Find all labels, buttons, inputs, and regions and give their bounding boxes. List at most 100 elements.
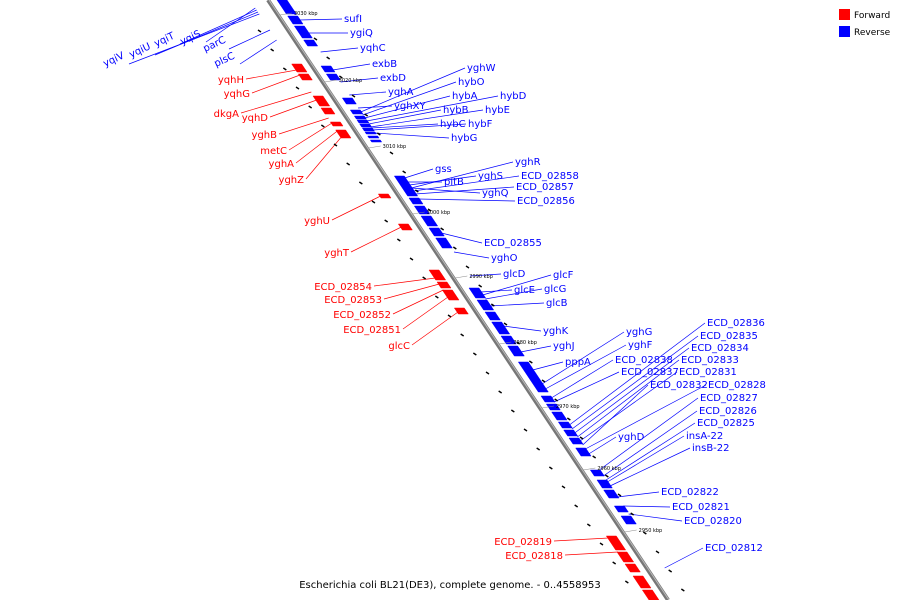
leader-line-yght [350, 226, 402, 253]
leader-line-yqhh [245, 69, 297, 80]
gene-label-yqis[interactable]: yqiS [179, 29, 203, 48]
gene-label-yghu[interactable]: yghU [304, 216, 330, 227]
gene-label-ecd-02812[interactable]: ECD_02812 [705, 543, 763, 554]
gene-label-ecd-02836[interactable]: ECD_02836 [707, 318, 765, 329]
gene-label-insb-22[interactable]: insB-22 [692, 443, 730, 454]
gene-label-dkga[interactable]: dkgA [214, 109, 239, 120]
gene-label-ecd-02825[interactable]: ECD_02825 [697, 418, 755, 429]
gene-label-yghk[interactable]: yghK [543, 326, 569, 337]
leader-line-ecd-02852 [392, 289, 444, 315]
gene-label-ecd-02821[interactable]: ECD_02821 [672, 502, 730, 513]
gene-label-hybd[interactable]: hybD [500, 91, 527, 102]
gene-label-sufi[interactable]: sufI [344, 14, 362, 25]
gene-label-ecd-02855[interactable]: ECD_02855 [484, 238, 542, 249]
gene-label-yqha[interactable]: yqhA [388, 87, 414, 98]
gene-feature-ecd-02855 [435, 237, 453, 249]
gene-label-hybc[interactable]: hybC [440, 119, 466, 130]
gene-feature-pppa [517, 361, 549, 393]
gene-label-ygha[interactable]: yghA [269, 159, 295, 170]
gene-feature-ecd-02832 [551, 411, 568, 421]
gene-feature-hybo [349, 109, 364, 115]
kbp-label: 3030 kbp [294, 11, 318, 17]
gene-label-gss[interactable]: gss [435, 164, 452, 175]
gene-label-ecd-02838[interactable]: ECD_02838 [615, 355, 673, 366]
gene-label-ecd-02854[interactable]: ECD_02854 [314, 282, 372, 293]
gene-label-ecd-02827[interactable]: ECD_02827 [700, 393, 758, 404]
spacer-mark [516, 341, 521, 345]
gene-label-yghd[interactable]: yghD [618, 432, 645, 443]
gene-label-ecd-02826[interactable]: ECD_02826 [699, 406, 757, 417]
gene-label-yghs[interactable]: yghS [478, 171, 503, 182]
gene-label-glcf[interactable]: glcF [553, 270, 574, 281]
gene-label-yqhg[interactable]: yqhG [224, 89, 250, 100]
gene-label-ecd-02858[interactable]: ECD_02858 [521, 171, 579, 182]
gene-label-glcb[interactable]: glcB [546, 298, 568, 309]
gene-label-pppa[interactable]: pppA [565, 357, 591, 368]
gene-label-ecd-02856[interactable]: ECD_02856 [517, 196, 575, 207]
gene-label-glce[interactable]: glcE [514, 285, 535, 296]
gene-label-parc[interactable]: parC [202, 35, 228, 55]
gene-label-ecd-02857[interactable]: ECD_02857 [516, 182, 574, 193]
spacer-mark [313, 37, 318, 41]
gene-label-ecd-02828[interactable]: ECD_02828 [708, 380, 766, 391]
gene-label-ygiq[interactable]: ygiQ [350, 28, 373, 39]
leader-line-yghq [411, 187, 481, 194]
leader-line-insa-22 [607, 435, 685, 483]
gene-label-pitb[interactable]: pitB [444, 177, 464, 188]
gene-feature-yghd [575, 447, 592, 457]
leader-line-ecd-02838 [551, 359, 614, 399]
spacer-mark [447, 314, 452, 318]
gene-label-hybb[interactable]: hybB [443, 105, 469, 116]
gene-label-yqhc[interactable]: yqhC [360, 43, 386, 54]
gene-label-yght[interactable]: yghT [324, 248, 350, 259]
gene-feature-ecd-02818 [616, 551, 635, 563]
gene-label-ecd-02820[interactable]: ECD_02820 [684, 516, 742, 527]
gene-label-ecd-02818[interactable]: ECD_02818 [505, 551, 563, 562]
gene-label-glcc[interactable]: glcC [388, 341, 410, 352]
gene-label-insa-22[interactable]: insA-22 [686, 431, 723, 442]
spacer-mark [409, 257, 414, 261]
gene-label-ecd-02832[interactable]: ECD_02832 [650, 380, 708, 391]
gene-label-yghr[interactable]: yghR [515, 157, 541, 168]
legend-reverse-label: Reverse [854, 28, 891, 38]
gene-label-ecd-02851[interactable]: ECD_02851 [343, 325, 401, 336]
gene-label-yqhd[interactable]: yqhD [242, 113, 269, 124]
gene-label-yghz[interactable]: yghZ [279, 175, 305, 186]
gene-label-ecd-02831[interactable]: ECD_02831 [679, 367, 737, 378]
gene-label-metc[interactable]: metC [260, 146, 287, 157]
gene-label-yghb[interactable]: yghB [252, 130, 278, 141]
spacer-mark [270, 48, 275, 52]
gene-label-yghf[interactable]: yghF [628, 340, 653, 351]
gene-label-hyba[interactable]: hybA [452, 91, 478, 102]
gene-label-yghq[interactable]: yghQ [482, 188, 509, 199]
gene-label-yqiu[interactable]: yqiU [128, 41, 153, 60]
gene-label-yqhh[interactable]: yqhH [218, 75, 244, 86]
gene-label-yghj[interactable]: yghJ [553, 341, 575, 352]
gene-label-ecd-02819[interactable]: ECD_02819 [494, 537, 552, 548]
gene-label-exbd[interactable]: exbD [380, 73, 406, 84]
gene-label-ecd-02833[interactable]: ECD_02833 [681, 355, 739, 366]
leader-line-ecd-02831 [579, 371, 678, 442]
gene-label-yghg[interactable]: yghG [626, 327, 652, 338]
gene-label-exbb[interactable]: exbB [372, 59, 397, 70]
gene-label-ecd-02837[interactable]: ECD_02837 [621, 367, 679, 378]
gene-label-glcg[interactable]: glcG [544, 284, 566, 295]
gene-label-ecd-02853[interactable]: ECD_02853 [324, 295, 382, 306]
gene-label-hybo[interactable]: hybO [458, 77, 485, 88]
gene-label-plsc[interactable]: plsC [213, 51, 237, 70]
gene-label-hybg[interactable]: hybG [451, 133, 477, 144]
gene-label-ecd-02822[interactable]: ECD_02822 [661, 487, 719, 498]
gene-label-glcd[interactable]: glcD [503, 269, 526, 280]
gene-label-hybe[interactable]: hybE [485, 105, 510, 116]
gene-label-ecd-02834[interactable]: ECD_02834 [691, 343, 749, 354]
gene-label-ecd-02852[interactable]: ECD_02852 [333, 310, 391, 321]
gene-label-ecd-02835[interactable]: ECD_02835 [700, 331, 758, 342]
gene-label-hybf[interactable]: hybF [468, 119, 493, 130]
gene-feature-ecd-02816 [632, 575, 652, 589]
gene-label-yqiv[interactable]: yqiV [102, 50, 127, 69]
gene-label-yghxy[interactable]: yghXY [394, 101, 426, 112]
spacer-mark [478, 284, 483, 288]
leader-line-hyba [364, 95, 451, 119]
gene-label-ygho[interactable]: yghO [491, 253, 518, 264]
gene-label-yghw[interactable]: yghW [467, 63, 496, 74]
